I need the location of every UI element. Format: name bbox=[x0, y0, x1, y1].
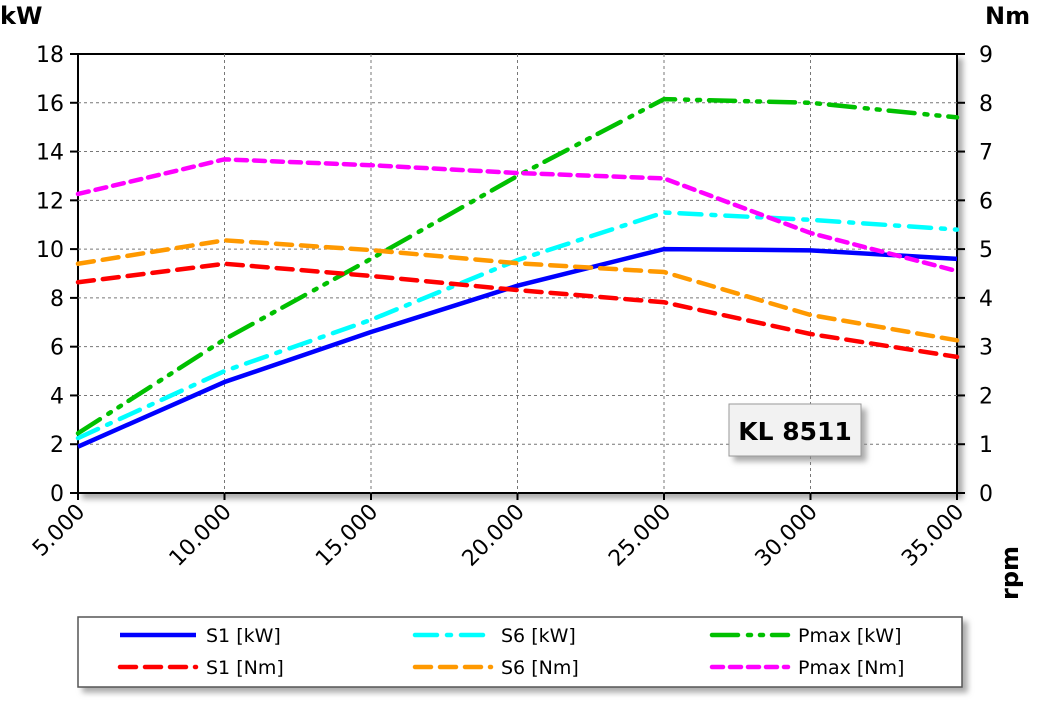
series-line-s6-nm- bbox=[75, 238, 960, 343]
series-line-pmax-nm- bbox=[75, 157, 960, 274]
y-right-tick-label: 1 bbox=[979, 433, 993, 458]
y-left-tick-label: 4 bbox=[50, 384, 64, 409]
legend-label: Pmax [Nm] bbox=[798, 657, 904, 679]
y-right-tick-label: 3 bbox=[979, 336, 993, 361]
legend-label: S1 [kW] bbox=[206, 625, 281, 647]
x-tick-label: 20.000 bbox=[458, 500, 530, 572]
legend-label: Pmax [kW] bbox=[798, 625, 902, 647]
y-right-tick-label: 7 bbox=[979, 141, 993, 166]
y-right-tick-label: 8 bbox=[979, 92, 993, 117]
y-left-tick-label: 18 bbox=[36, 43, 64, 68]
y-right-unit: Nm bbox=[985, 2, 1030, 30]
legend-label: S6 [Nm] bbox=[501, 657, 579, 679]
y-right-tick-label: 0 bbox=[979, 482, 993, 507]
y-left-tick-label: 10 bbox=[36, 238, 64, 263]
x-tick-label: 25.000 bbox=[604, 500, 676, 572]
x-tick-label: 15.000 bbox=[311, 500, 383, 572]
y-right-tick-label: 4 bbox=[979, 287, 993, 312]
y-right-tick-label: 2 bbox=[979, 384, 993, 409]
y-right-tick-label: 6 bbox=[979, 189, 993, 214]
legend-label: S1 [Nm] bbox=[206, 657, 284, 679]
y-right-tick-label: 9 bbox=[979, 43, 993, 68]
y-left-tick-label: 14 bbox=[36, 141, 64, 166]
annotation-box: KL 8511 bbox=[728, 403, 862, 457]
y-left-tick-label: 0 bbox=[50, 482, 64, 507]
y-left-tick-label: 2 bbox=[50, 433, 64, 458]
x-tick-label: 35.000 bbox=[897, 500, 969, 572]
y-left-unit: kW bbox=[0, 2, 42, 30]
legend-label: S6 [kW] bbox=[501, 625, 576, 647]
x-tick-label: 10.000 bbox=[165, 500, 237, 572]
y-left-tick-label: 8 bbox=[50, 287, 64, 312]
y-left-tick-label: 6 bbox=[50, 336, 64, 361]
legend: S1 [kW] S6 [kW] Pmax [kW] S1 [Nm] S6 [Nm] Pma… bbox=[77, 616, 963, 688]
series-line-s1-kw- bbox=[77, 246, 958, 449]
y-left-tick-label: 16 bbox=[36, 92, 64, 117]
series-line-s1-nm- bbox=[75, 261, 960, 360]
series-line-s6-kw- bbox=[75, 210, 960, 441]
y-right-tick-label: 5 bbox=[979, 238, 993, 263]
x-tick-label: 5.000 bbox=[28, 500, 90, 562]
x-tick-label: 30.000 bbox=[751, 500, 823, 572]
y-left-tick-label: 12 bbox=[36, 189, 64, 214]
annotation-label: KL 8511 bbox=[738, 417, 852, 446]
x-unit: rpm bbox=[996, 546, 1024, 600]
